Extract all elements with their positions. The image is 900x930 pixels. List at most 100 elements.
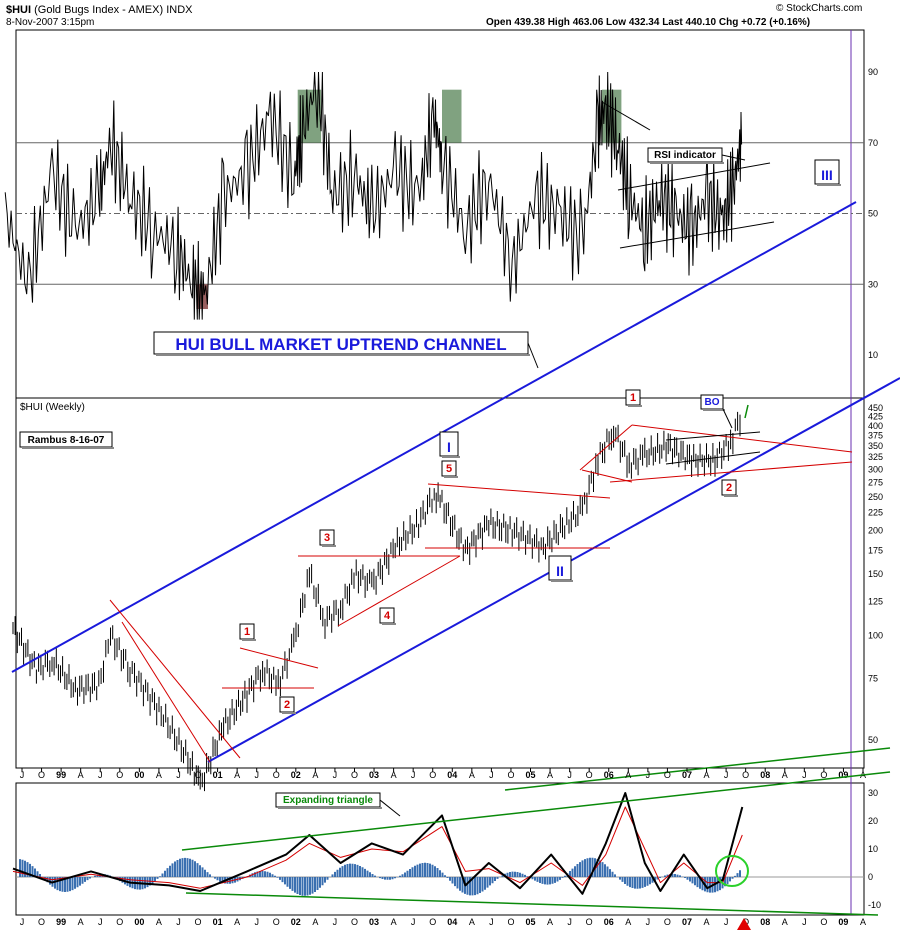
header-name: (Gold Bugs Index - AMEX) [34,4,164,16]
time-label-bottom: J [98,917,103,927]
rsi-label-pointer [721,154,746,161]
channel-title: HUI BULL MARKET UPTREND CHANNEL [175,335,506,354]
macd-tick-label: 0 [868,872,873,882]
wave-III-label: III [821,167,833,183]
time-label-mid: 09 [838,770,848,780]
time-label-bottom: J [176,917,181,927]
price-tick-label: 200 [868,526,883,536]
price-tick-label: 125 [868,597,883,607]
price-tick-label: 225 [868,508,883,518]
wave-III-label-shadow [817,184,841,186]
channel-upper-line [11,201,857,673]
time-label-bottom: A [391,917,397,927]
expanding-triangle-label-shadow [278,807,382,809]
wave-label-5: 1 [630,392,636,404]
time-label-mid: A [625,770,631,780]
time-label-mid: A [234,770,240,780]
green-line-price [504,747,891,791]
time-label-bottom: O [195,917,202,927]
panel-frame-3 [15,782,865,916]
time-label-bottom: O [351,917,358,927]
price-tick-label: 350 [868,441,883,451]
time-label-mid: J [802,770,807,780]
expanding-triangle-label: Expanding triangle [283,795,373,806]
time-label-bottom: J [724,917,729,927]
wave-label-2: 3 [324,532,330,544]
time-label-bottom: O [664,917,671,927]
header-exchange: INDX [166,4,193,16]
price-tick-label: 375 [868,431,883,441]
pattern-line-0 [109,599,241,759]
pattern-line-9 [631,424,853,453]
price-tick-label: 250 [868,492,883,502]
watermark: © StockCharts.com [776,3,863,14]
time-label-mid: O [820,770,827,780]
time-label-bottom: O [507,917,514,927]
time-label-bottom: J [802,917,807,927]
time-label-bottom: J [567,917,572,927]
macd-tick-label: -10 [868,900,881,910]
time-label-mid: 03 [369,770,379,780]
breakout-tick [744,404,749,419]
time-label-bottom: 02 [291,917,301,927]
time-label-mid: A [78,770,84,780]
rsi-line [4,71,743,320]
time-label-mid: O [195,770,202,780]
time-label-bottom: 06 [604,917,614,927]
panel-frame-2 [15,397,865,769]
price-panel-title: $HUI (Weekly) [20,402,85,413]
time-label-bottom: J [489,917,494,927]
pattern-line-2 [239,647,319,669]
time-label-mid: O [742,770,749,780]
time-label-bottom: 04 [447,917,457,927]
time-label-bottom: 09 [838,917,848,927]
time-label-mid: J [411,770,416,780]
time-label-mid: J [567,770,572,780]
pattern-line-10 [609,461,853,483]
price-tick-label: 175 [868,546,883,556]
price-tick-label: 100 [868,630,883,640]
time-label-bottom: 03 [369,917,379,927]
macd-tick-label: 10 [868,844,878,854]
time-label-bottom: 00 [134,917,144,927]
rsi-indicator-label-shadow [650,162,724,164]
time-label-bottom: O [586,917,593,927]
time-label-mid: A [782,770,788,780]
rsi-indicator-label: RSI indicator [654,150,716,161]
macd-triangle-lower [185,892,879,916]
time-label-bottom: 01 [213,917,223,927]
header-datetime: 8-Nov-2007 3:15pm [6,17,95,28]
time-label-mid: O [273,770,280,780]
time-label-bottom: 99 [56,917,66,927]
wave-II-label-shadow [551,580,573,582]
price-tick-label: 75 [868,674,878,684]
macd-highlight-circle [715,855,749,887]
header-quote: Open 439.38 High 463.06 Low 432.34 Last … [486,17,811,28]
macd-triangle-upper [181,771,891,851]
time-label-bottom: O [273,917,280,927]
rsi-tick-label: 50 [868,209,878,219]
price-tick-label: 275 [868,477,883,487]
macd-tick-label: 20 [868,816,878,826]
rsi-wedge-upper [617,162,771,191]
wave-label-3: 4 [384,610,391,622]
price-tick-label: 50 [868,735,878,745]
time-label-mid: O [38,770,45,780]
time-label-mid: 08 [760,770,770,780]
pattern-line-6 [427,483,611,499]
time-label-bottom: O [116,917,123,927]
price-tick-label: 425 [868,412,883,422]
time-label-mid: A [469,770,475,780]
time-label-mid: 06 [604,770,614,780]
time-label-mid: J [724,770,729,780]
breakout-label: BO [705,397,720,408]
header-symbol: $HUI [6,4,32,16]
wave-label-6: 2 [726,482,732,494]
wave-label-1: 2 [284,699,290,711]
time-label-mid: O [429,770,436,780]
channel-title-shadow [156,354,530,356]
time-label-mid: A [704,770,710,780]
macd-line [12,792,744,895]
price-tick-label: 400 [868,421,883,431]
